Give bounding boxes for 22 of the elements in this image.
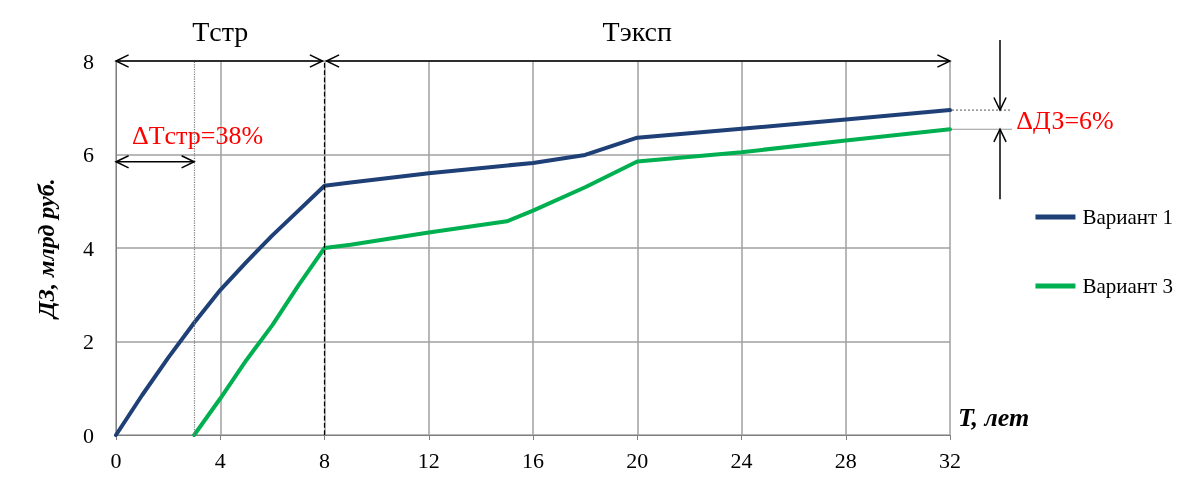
legend-label: Вариант 3: [1082, 274, 1174, 298]
x-tick-label: 4: [214, 447, 226, 473]
x-tick-label: 28: [834, 447, 857, 473]
y-axis-title: ДЗ, млрд руб.: [33, 178, 59, 320]
legend-label: Вариант 1: [1082, 205, 1174, 229]
y-tick-label: 4: [83, 235, 94, 261]
text: ΔДЗ=6%: [1016, 106, 1114, 136]
x-tick-label: 24: [730, 447, 753, 473]
y-tick-label: 8: [83, 48, 94, 74]
y-tick-label: 6: [83, 142, 94, 167]
x-tick-label: 8: [319, 447, 330, 473]
y-tick-label: 2: [83, 329, 94, 354]
x-tick-label: 16: [522, 447, 544, 473]
text: Tстр: [192, 15, 249, 47]
x-tick-label: 32: [939, 447, 961, 473]
x-axis-title: T, лет: [958, 402, 1030, 432]
annotation: ΔTстр=38%: [131, 121, 264, 151]
y-tick-label: 0: [83, 422, 94, 448]
x-tick-label: 12: [417, 447, 440, 473]
text: Tэксп: [602, 15, 672, 47]
x-tick-label: 0: [110, 447, 122, 473]
x-tick-label: 20: [626, 447, 649, 473]
